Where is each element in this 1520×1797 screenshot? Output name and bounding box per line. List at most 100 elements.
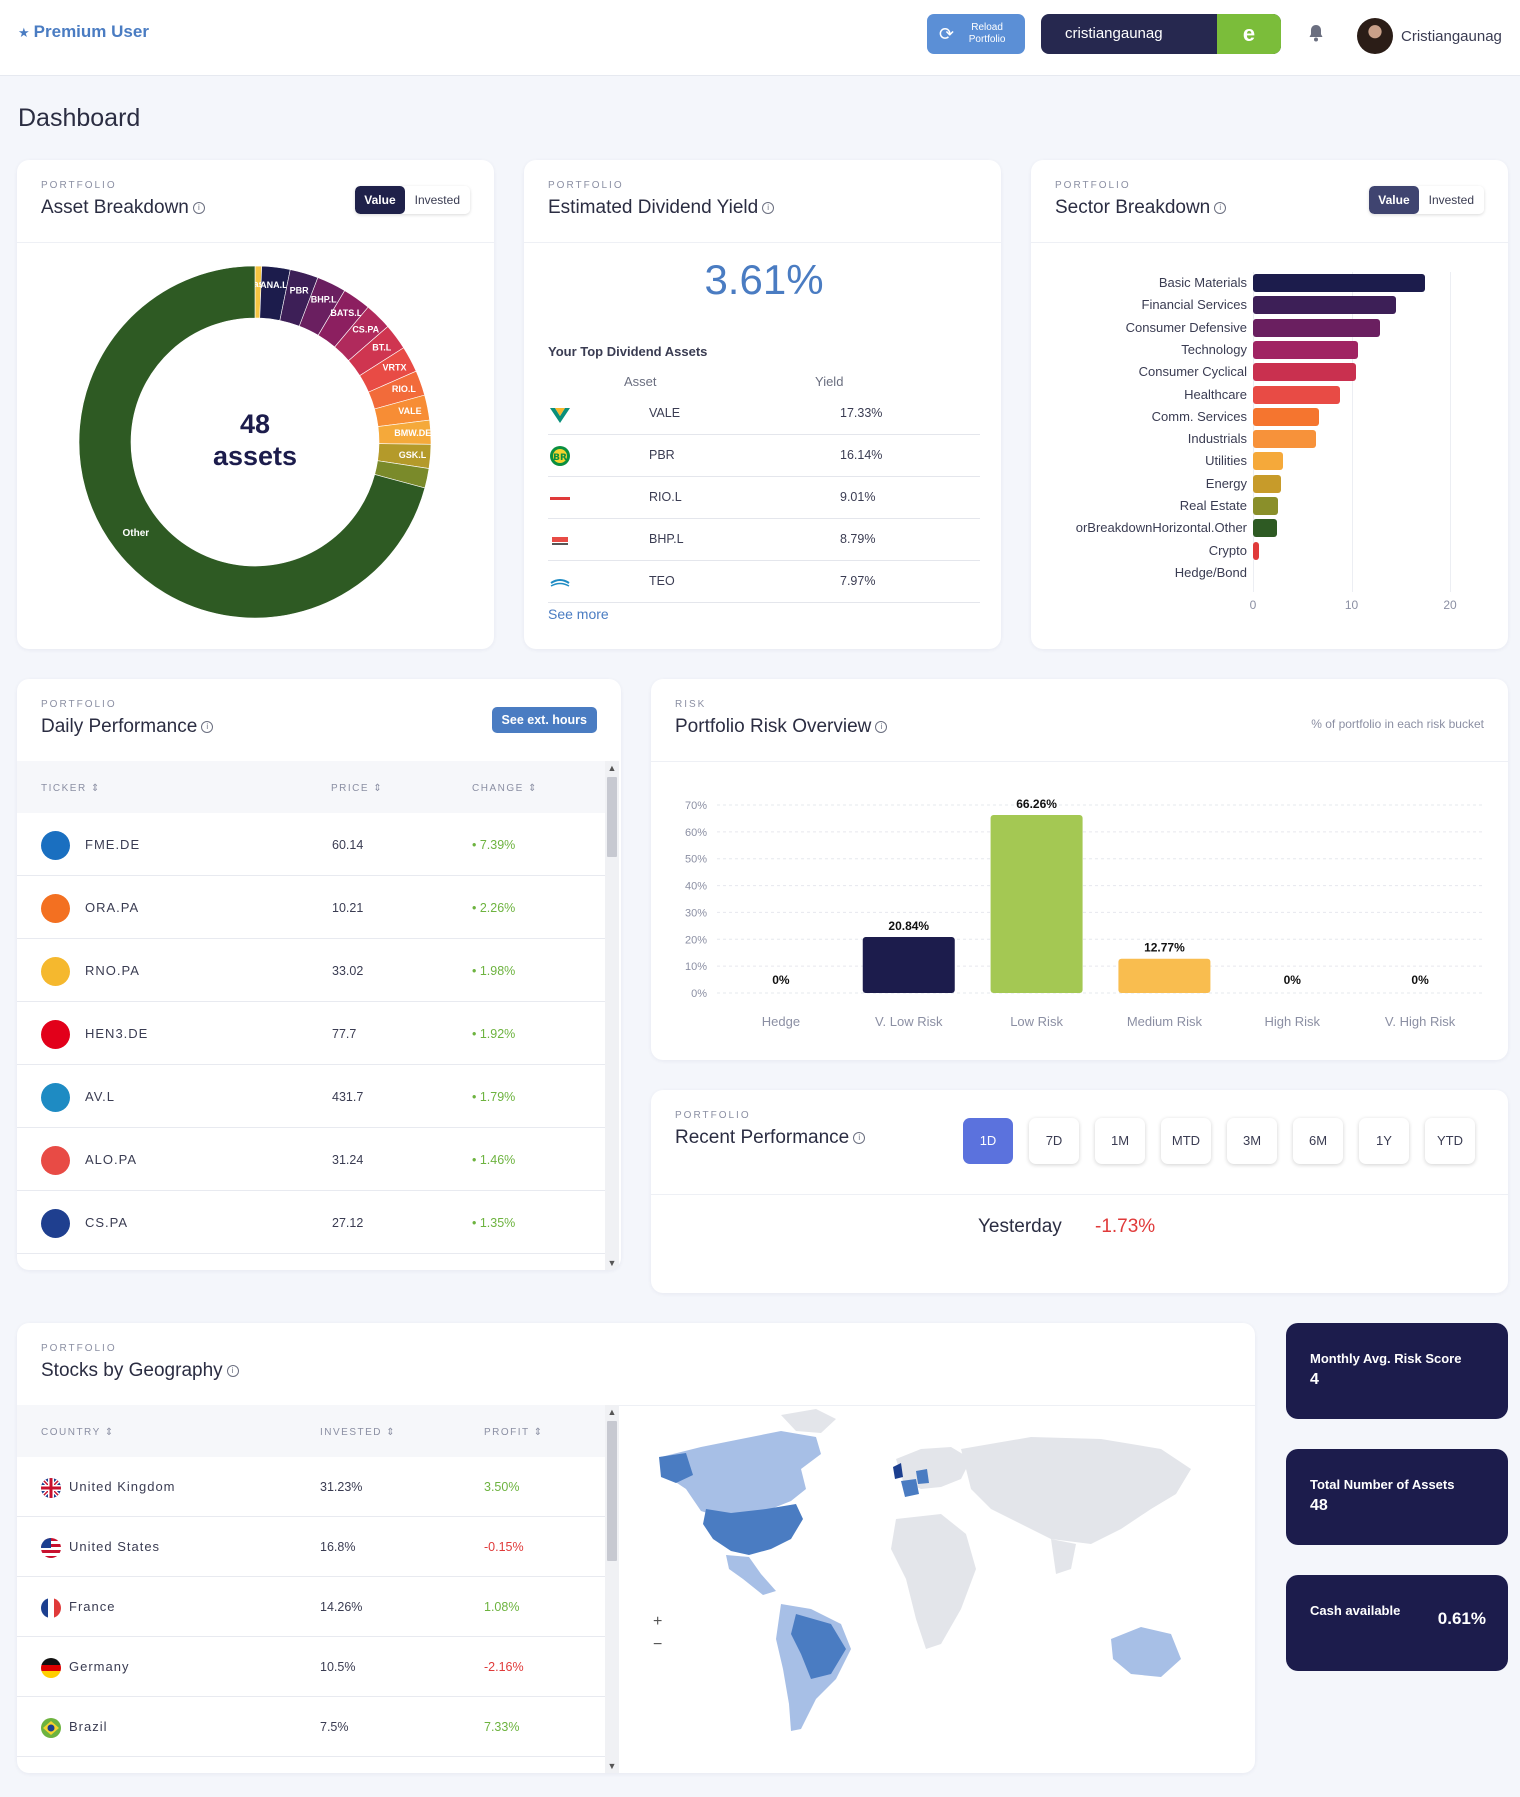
sort-price[interactable]: PRICE ⇕	[331, 783, 384, 794]
map-france[interactable]	[901, 1479, 919, 1497]
sector-bar[interactable]	[1253, 541, 1259, 560]
scroll-thumb[interactable]	[607, 1421, 617, 1561]
risk-data-label: 66.26%	[1016, 797, 1057, 811]
info-icon[interactable]: i	[201, 720, 214, 733]
period-button-1d[interactable]: 1D	[963, 1118, 1013, 1164]
toggle-value[interactable]: Value	[1369, 186, 1419, 214]
map-zoom-in[interactable]: +	[653, 1613, 663, 1630]
avatar[interactable]	[1357, 18, 1393, 54]
map-zoom-out[interactable]: −	[653, 1636, 663, 1653]
map-mexico[interactable]	[726, 1555, 776, 1595]
map-africa[interactable]	[891, 1514, 976, 1649]
sector-bar[interactable]	[1253, 296, 1396, 315]
sort-change[interactable]: CHANGE ⇕	[472, 783, 538, 794]
world-map[interactable]	[631, 1409, 1251, 1739]
ticker: RNO.PA	[85, 963, 140, 978]
map-greenland[interactable]	[781, 1409, 836, 1433]
sector-bar[interactable]	[1253, 497, 1278, 515]
sort-invested[interactable]: INVESTED ⇕	[320, 1427, 397, 1438]
info-icon[interactable]: i	[1214, 201, 1227, 214]
premium-badge[interactable]: ★ Premium User	[18, 22, 149, 42]
scroll-down-icon[interactable]: ▼	[607, 1258, 617, 1268]
flag-icon	[41, 1658, 61, 1678]
map-alaska[interactable]	[659, 1453, 693, 1483]
scroll-up-icon[interactable]: ▲	[607, 1407, 617, 1417]
risk-bar[interactable]	[990, 815, 1083, 993]
sector-bar[interactable]	[1253, 318, 1381, 337]
see-more-link[interactable]: See more	[548, 606, 609, 622]
dividend-row[interactable]: TEO 7.97%	[548, 561, 980, 603]
risk-bar[interactable]	[862, 937, 955, 993]
map-europe[interactable]	[896, 1447, 971, 1489]
sector-bar[interactable]	[1253, 519, 1277, 538]
table-row[interactable]: ALO.PA 31.24 • 1.46%	[17, 1128, 605, 1191]
map-asia[interactable]	[961, 1437, 1191, 1544]
total-assets-value: 48	[1310, 1497, 1328, 1514]
value-invested-toggle[interactable]: Value Invested	[355, 186, 470, 214]
sector-bar[interactable]	[1253, 474, 1281, 493]
toggle-value[interactable]: Value	[355, 186, 405, 214]
map-canada[interactable]	[661, 1431, 821, 1519]
sector-bar[interactable]	[1253, 340, 1359, 359]
sort-country[interactable]: COUNTRY ⇕	[41, 1427, 115, 1438]
table-row[interactable]: FME.DE 60.14 • 7.39%	[17, 813, 605, 876]
info-icon[interactable]: i	[875, 720, 888, 733]
table-row[interactable]: ORA.PA 10.21 • 2.26%	[17, 876, 605, 939]
sort-ticker[interactable]: TICKER ⇕	[41, 783, 101, 794]
account-selector[interactable]: cristiangaunag e	[1041, 14, 1281, 54]
sort-profit[interactable]: PROFIT ⇕	[484, 1427, 544, 1438]
scroll-down-icon[interactable]: ▼	[607, 1761, 617, 1771]
scroll-up-icon[interactable]: ▲	[607, 763, 617, 773]
map-australia[interactable]	[1111, 1627, 1181, 1677]
toggle-invested[interactable]: Invested	[404, 186, 470, 214]
map-brazil[interactable]	[791, 1614, 846, 1679]
sector-bar[interactable]	[1253, 363, 1357, 382]
asset-breakdown-title: Asset Breakdown	[41, 197, 189, 218]
table-row[interactable]: France 14.26% 1.08%	[17, 1577, 605, 1637]
reload-portfolio-button[interactable]: ⟳ Reload Portfolio	[927, 14, 1025, 54]
info-icon[interactable]: i	[853, 1131, 866, 1144]
period-button-1m[interactable]: 1M	[1095, 1118, 1145, 1164]
dividend-row[interactable]: BR PBR 16.14%	[548, 435, 980, 477]
period-button-6m[interactable]: 6M	[1293, 1118, 1343, 1164]
geo-scrollbar[interactable]: ▲ ▼	[605, 1405, 619, 1773]
risk-bar[interactable]	[1118, 958, 1211, 993]
period-button-ytd[interactable]: YTD	[1425, 1118, 1475, 1164]
sector-bar[interactable]	[1253, 385, 1340, 404]
table-row[interactable]: AV.L 431.7 • 1.79%	[17, 1065, 605, 1128]
username[interactable]: Cristiangaunag	[1401, 28, 1502, 45]
table-row[interactable]: RNO.PA 33.02 • 1.98%	[17, 939, 605, 1002]
price: 31.24	[332, 1153, 364, 1167]
period-button-mtd[interactable]: MTD	[1161, 1118, 1211, 1164]
sector-bar[interactable]	[1253, 452, 1283, 471]
donut-slice[interactable]	[78, 265, 426, 619]
info-icon[interactable]: i	[192, 201, 205, 214]
period-button-3m[interactable]: 3M	[1227, 1118, 1277, 1164]
info-icon[interactable]: i	[762, 201, 775, 214]
info-icon[interactable]: i	[226, 1364, 239, 1377]
table-row[interactable]: United States 16.8% -0.15%	[17, 1517, 605, 1577]
map-uk[interactable]	[893, 1463, 903, 1479]
dividend-row[interactable]: BHP.L 8.79%	[548, 519, 980, 561]
table-row[interactable]: HEN3.DE 77.7 • 1.92%	[17, 1002, 605, 1065]
map-usa[interactable]	[703, 1504, 803, 1555]
table-row[interactable]: United Kingdom 31.23% 3.50%	[17, 1457, 605, 1517]
value-invested-toggle[interactable]: Value Invested	[1369, 186, 1484, 214]
bell-icon[interactable]	[1308, 24, 1324, 47]
map-india[interactable]	[1051, 1539, 1076, 1574]
scroll-thumb[interactable]	[607, 777, 617, 857]
sector-bar[interactable]	[1253, 407, 1319, 426]
table-row[interactable]: Brazil 7.5% 7.33%	[17, 1697, 605, 1757]
table-row[interactable]: Germany 10.5% -2.16%	[17, 1637, 605, 1697]
period-button-1y[interactable]: 1Y	[1359, 1118, 1409, 1164]
sector-bar[interactable]	[1253, 274, 1426, 292]
toggle-invested[interactable]: Invested	[1418, 186, 1484, 214]
sector-bar[interactable]	[1253, 430, 1317, 449]
period-button-7d[interactable]: 7D	[1029, 1118, 1079, 1164]
daily-scrollbar[interactable]: ▲ ▼	[605, 761, 619, 1270]
see-ext-hours-button[interactable]: See ext. hours	[491, 707, 597, 733]
table-row[interactable]: CS.PA 27.12 • 1.35%	[17, 1191, 605, 1254]
dividend-row[interactable]: VALE 17.33%	[548, 393, 980, 435]
dividend-row[interactable]: RIO.L 9.01%	[548, 477, 980, 519]
map-germany[interactable]	[916, 1469, 929, 1484]
